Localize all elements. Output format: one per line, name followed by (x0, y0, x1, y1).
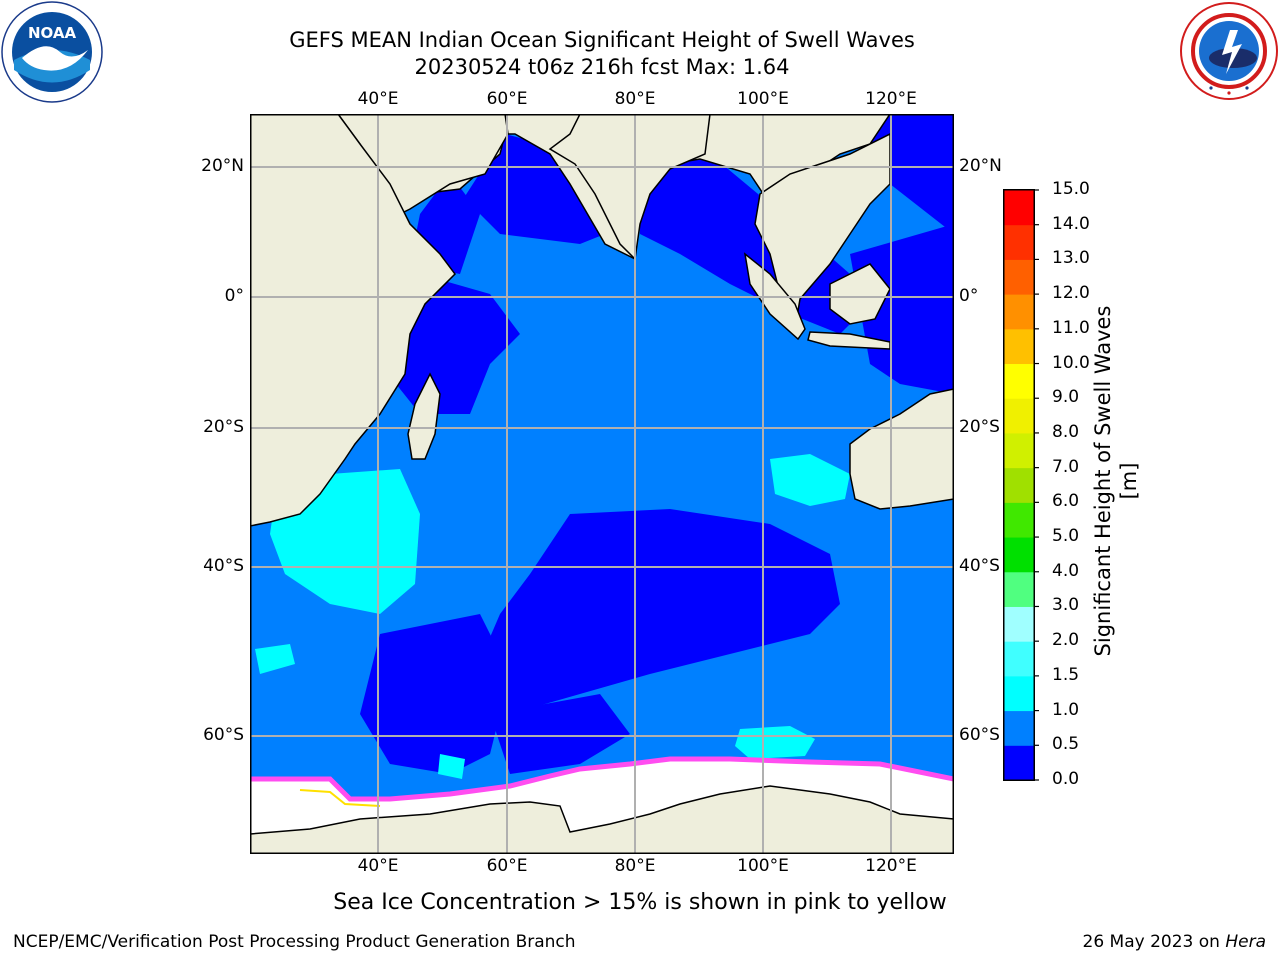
swell-region-low (460, 134, 630, 244)
map-panel (250, 114, 954, 854)
colorbar-band (1004, 537, 1034, 573)
colorbar-band (1004, 641, 1034, 677)
sea-ice-edge (250, 756, 954, 802)
colorbar-band (1004, 745, 1034, 781)
lat-label-left: 0° (224, 286, 244, 306)
colorbar-tick-label: 14.0 (1052, 213, 1090, 234)
swell-region-low (440, 509, 840, 734)
swell-region-low (850, 224, 954, 394)
colorbar-tick-label: 3.0 (1052, 595, 1080, 616)
lat-label-left: 20°N (201, 156, 244, 176)
colorbar-tick-label: 9.0 (1052, 387, 1080, 408)
colorbar-tick-label: 10.0 (1052, 352, 1090, 373)
colorbar-band (1004, 675, 1034, 712)
colorbar-tick-label: 11.0 (1052, 317, 1090, 338)
colorbar-tick-label: 1.0 (1052, 699, 1080, 720)
lon-label-bottom: 100°E (737, 856, 789, 876)
map-title: GEFS MEAN Indian Ocean Significant Heigh… (289, 28, 915, 52)
lon-label-bottom: 80°E (614, 856, 656, 876)
lat-label-left: 40°S (203, 556, 244, 576)
landmass-antarctica (250, 785, 954, 854)
lon-label-top: 120°E (865, 89, 917, 109)
landmass-africa (250, 114, 456, 527)
lon-label-top: 40°E (357, 89, 399, 109)
colorbar-tick-label: 15.0 (1052, 179, 1090, 199)
colorbar-tick-label: 13.0 (1052, 248, 1090, 269)
colorbar-band (1004, 571, 1034, 607)
colorbar-tick-label: 2.0 (1052, 630, 1080, 651)
lat-label-right: 40°S (959, 556, 1000, 576)
colorbar-tick-label: 12.0 (1052, 283, 1090, 304)
colorbar-tick-label: 8.0 (1052, 421, 1080, 442)
colorbar-band (1004, 259, 1034, 295)
colorbar-band (1004, 294, 1034, 330)
colorbar-tick-label: 5.0 (1052, 526, 1080, 547)
colorbar-band (1004, 190, 1034, 226)
colorbar-band (1004, 432, 1034, 469)
swell-region-high (438, 754, 465, 779)
swell-region-low (490, 694, 630, 774)
lat-label-right: 20°S (959, 417, 1000, 437)
lat-label-right: 60°S (959, 725, 1000, 745)
colorbar (1003, 189, 1039, 781)
date-text: 26 May 2023 on (1082, 932, 1226, 952)
date-stamp: 26 May 2023 on Hera (1083, 932, 1267, 952)
colorbar-tick-label: 1.5 (1052, 664, 1080, 685)
landmass-indochina (754, 132, 891, 332)
landmass-borneo (829, 263, 891, 325)
swell-region-high (255, 644, 295, 674)
colorbar-band (1004, 363, 1034, 399)
colorbar-band (1004, 606, 1034, 642)
credit-text: NCEP/EMC/Verification Post Processing Pr… (13, 932, 576, 952)
landmass-australia (849, 388, 954, 510)
colorbar-tick-label: 7.0 (1052, 456, 1080, 477)
swell-region-low (360, 614, 510, 774)
lon-label-top: 80°E (614, 89, 656, 109)
lon-label-bottom: 120°E (865, 856, 917, 876)
colorbar-band (1004, 224, 1034, 260)
landmass-madagascar (407, 372, 441, 460)
colorbar-tick-label: 0.0 (1052, 769, 1080, 789)
noaa-logo: NOAA (1, 1, 103, 103)
nws-logo (1180, 2, 1278, 100)
colorbar-tick-label: 6.0 (1052, 491, 1080, 512)
svg-text:NOAA: NOAA (28, 24, 77, 42)
lon-label-top: 60°E (486, 89, 528, 109)
lon-label-top: 100°E (737, 89, 789, 109)
map-subtitle: 20230524 t06z 216h fcst Max: 1.64 (414, 55, 790, 79)
sea-ice-edge-yellow (299, 789, 381, 807)
colorbar-band (1004, 710, 1034, 746)
lon-label-bottom: 40°E (357, 856, 399, 876)
graticule (250, 114, 954, 854)
lon-label-bottom: 60°E (486, 856, 528, 876)
colorbar-band (1004, 398, 1034, 434)
machine-name: Hera (1225, 932, 1266, 952)
lat-label-right: 20°N (959, 156, 1002, 176)
colorbar-tick-label: 4.0 (1052, 560, 1080, 581)
swell-region-high (770, 454, 850, 506)
lat-label-left: 20°S (203, 417, 244, 437)
swell-region-high (735, 726, 815, 759)
lat-label-right: 0° (959, 286, 979, 306)
lat-label-left: 60°S (203, 725, 244, 745)
colorbar-band (1004, 502, 1034, 538)
colorbar-tick-label: 0.5 (1052, 734, 1080, 755)
colorbar-band (1004, 328, 1034, 365)
colorbar-band (1004, 467, 1034, 503)
sea-ice-note: Sea Ice Concentration > 15% is shown in … (333, 890, 947, 915)
